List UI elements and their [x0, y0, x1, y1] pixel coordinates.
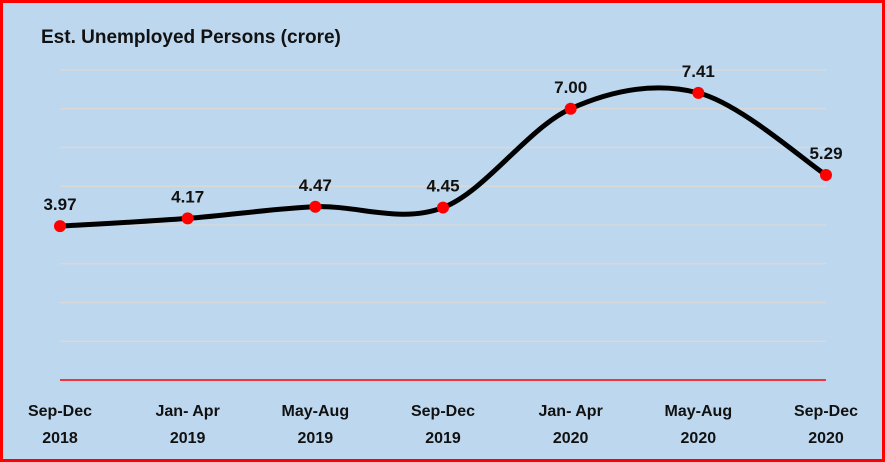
data-label: 4.47 [299, 176, 332, 195]
x-tick-label: 2019 [170, 430, 206, 447]
x-tick-label: 2020 [808, 430, 844, 447]
data-point [820, 169, 832, 182]
data-point [564, 102, 577, 115]
data-label: 7.00 [554, 78, 587, 97]
data-label: 4.45 [426, 177, 459, 196]
data-label: 7.41 [682, 62, 715, 81]
x-tick-label: 2018 [42, 430, 78, 447]
x-tick-label: Sep-Dec [794, 403, 858, 420]
data-point [181, 212, 194, 225]
chart-title: Est. Unemployed Persons (crore) [41, 27, 341, 48]
data-point [437, 201, 449, 214]
data-label: 3.97 [43, 195, 76, 214]
x-tick-label: Jan- Apr [539, 403, 603, 420]
data-point [692, 86, 705, 99]
data-label: 5.29 [809, 144, 842, 163]
data-label: 4.17 [171, 187, 204, 206]
x-tick-label: 2019 [298, 430, 334, 447]
x-tick-label: 2019 [425, 430, 461, 447]
data-point [54, 220, 66, 233]
x-tick-label: May-Aug [665, 403, 733, 420]
x-tick-label: Jan- Apr [156, 403, 220, 420]
data-point [309, 200, 322, 213]
x-tick-label: Sep-Dec [411, 403, 475, 420]
x-tick-label: Sep-Dec [28, 403, 92, 420]
x-tick-label: 2020 [681, 430, 717, 447]
x-tick-label: May-Aug [282, 403, 350, 420]
x-tick-label: 2020 [553, 430, 589, 447]
